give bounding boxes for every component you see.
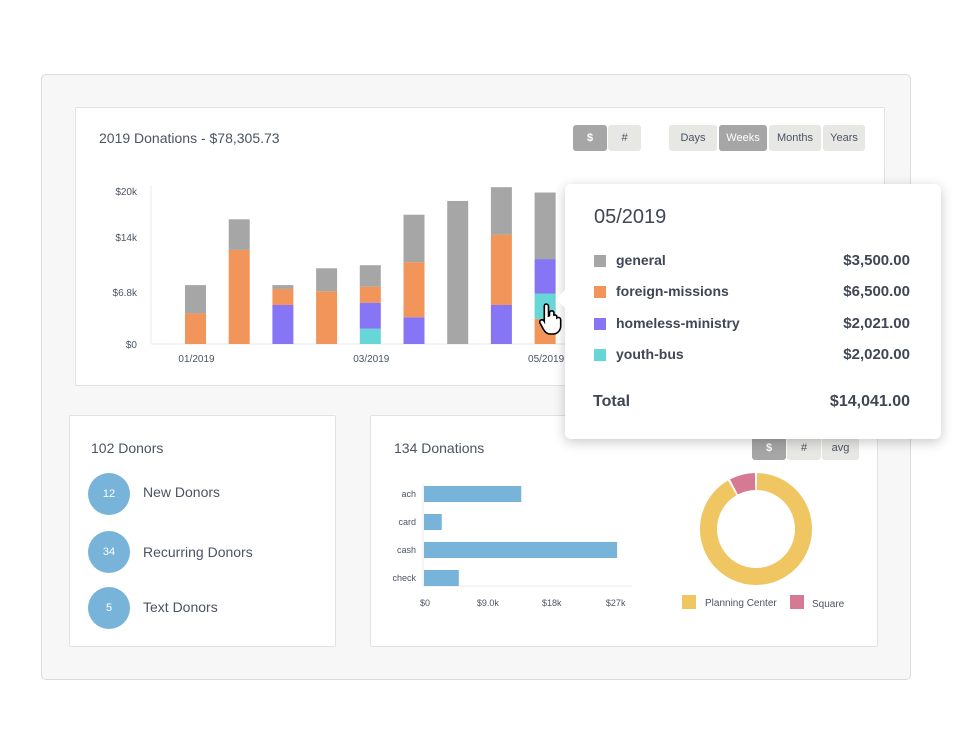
tooltip-value: $3,500.00 [843,252,910,269]
tooltip-value: $2,021.00 [843,315,910,332]
foreign-missions-swatch [594,286,606,298]
tooltip-label: foreign-missions [616,283,729,299]
bar-segment-foreign-missions[interactable] [359,286,381,303]
bar-segment-foreign-missions[interactable] [316,291,338,344]
hand-cursor-icon [538,303,562,335]
x-tick-label: 03/2019 [353,354,390,365]
bar-segment-general[interactable] [359,265,381,287]
legend-planning-center-label: Planning Center [705,598,777,609]
bar-segment-foreign-missions[interactable] [403,262,425,318]
bar-segment-homeless-ministry[interactable] [490,304,512,344]
period-weeks-button[interactable]: Weeks [719,125,767,151]
hbar-x-tick-label: $0 [420,598,430,608]
legend-square-swatch [790,595,804,609]
x-tick-label: 01/2019 [178,354,215,365]
bar-segment-general[interactable] [490,187,512,235]
hbar-category-label: ach [401,489,416,499]
bar-segment-homeless-ministry[interactable] [403,317,425,344]
bar-segment-general[interactable] [447,200,469,344]
tooltip-row-foreign-missions: foreign-missions $6,500.00 [594,282,910,302]
tooltip-row-general: general $3,500.00 [594,251,910,271]
bar-segment-homeless-ministry[interactable] [272,304,294,344]
hbar-category-label: cash [397,545,416,555]
tooltip-value: $2,020.00 [843,346,910,363]
tooltip-total-label: Total [593,393,631,410]
period-months-button[interactable]: Months [769,125,821,151]
donors-title: 102 Donors [91,440,164,456]
bar-segment-general[interactable] [272,285,294,289]
hbar-card[interactable] [424,514,442,530]
tooltip-date: 05/2019 [594,206,667,228]
tooltip-total-value: $14,041.00 [829,393,910,410]
chart-title: 2019 Donations - $78,305.73 [99,130,280,146]
metric-count-button[interactable]: # [608,125,641,151]
hbar-x-tick-label: $18k [542,598,562,608]
bar-segment-foreign-missions[interactable] [228,249,250,344]
legend-square-label: Square [812,599,845,610]
y-tick-label: $6.8k [113,288,138,299]
tooltip-row-homeless-ministry: homeless-ministry $2,021.00 [594,314,910,334]
donations-title: 134 Donations [394,440,485,456]
hbar-check[interactable] [424,570,459,586]
bar-segment-homeless-ministry[interactable] [359,302,381,329]
bar-segment-foreign-missions[interactable] [272,288,294,305]
hbar-x-tick-label: $9.0k [477,598,500,608]
donations-count-button[interactable]: # [787,437,821,460]
text-donors-count: 5 [88,587,130,629]
hbar-category-label: check [392,573,416,583]
bar-segment-foreign-missions[interactable] [490,234,512,305]
y-tick-label: $14k [115,233,138,244]
recurring-donors-count: 34 [88,531,130,573]
new-donors-label[interactable]: New Donors [143,484,221,500]
bar-segment-foreign-missions[interactable] [185,313,206,344]
chart-tooltip: 05/2019 general $3,500.00 foreign-missio… [556,184,941,439]
tooltip-total: Total $14,041.00 [593,393,910,413]
general-swatch [594,255,606,267]
recurring-donors-label[interactable]: Recurring Donors [143,544,253,560]
metric-dollar-button[interactable]: $ [573,125,607,151]
text-donors-label[interactable]: Text Donors [143,599,218,615]
bar-segment-general[interactable] [534,192,556,260]
bar-segment-general[interactable] [228,219,250,250]
legend-planning-center-swatch [682,595,696,609]
tooltip-label: youth-bus [616,346,684,362]
donut-slice-planning-center[interactable] [700,473,813,585]
bar-segment-general[interactable] [185,285,206,314]
donations-dollar-button[interactable]: $ [752,437,786,460]
hbar-category-label: card [398,517,416,527]
new-donors-count: 12 [88,473,130,515]
hbar-ach[interactable] [424,486,522,502]
bar-segment-general[interactable] [316,268,338,292]
x-tick-label: 05/2019 [528,354,565,365]
tooltip-label: general [616,252,666,268]
hbar-cash[interactable] [424,542,618,558]
tooltip-value: $6,500.00 [843,283,910,300]
bar-segment-homeless-ministry[interactable] [534,259,556,294]
bar-segment-general[interactable] [403,214,425,263]
y-tick-label: $20k [115,187,138,198]
donut-slice-square[interactable] [730,473,756,495]
period-days-button[interactable]: Days [669,125,717,151]
tooltip-row-youth-bus: youth-bus $2,020.00 [594,345,910,365]
bar-segment-youth-bus[interactable] [359,328,381,344]
tooltip-label: homeless-ministry [616,315,740,331]
donations-avg-button[interactable]: avg [822,437,859,460]
homeless-ministry-swatch [594,318,606,330]
hbar-x-tick-label: $27k [606,598,626,608]
period-years-button[interactable]: Years [823,125,865,151]
youth-bus-swatch [594,349,606,361]
y-tick-label: $0 [126,340,138,351]
